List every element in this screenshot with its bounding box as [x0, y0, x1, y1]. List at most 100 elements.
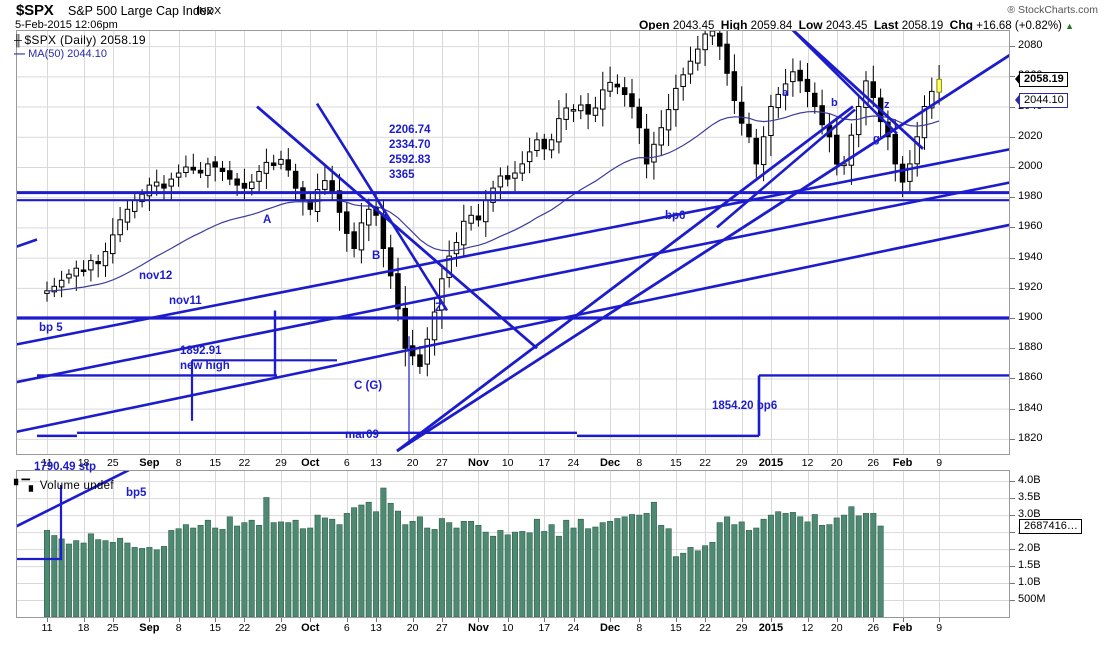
price-x-axis-label: 2015 — [758, 457, 784, 469]
x-tick-mark — [347, 618, 348, 622]
chart-header: $SPX S&P 500 Large Cap Index INDX 5-Feb-… — [0, 0, 1104, 32]
volume-x-axis-label: 18 — [77, 622, 90, 634]
volume-series-label: Volume undef — [39, 480, 114, 492]
annotation-wave-Z: Z — [435, 302, 443, 314]
ma-line-icon: — — [14, 48, 25, 60]
price-x-axis-label: 15 — [209, 457, 222, 469]
quote-summary: Open 2043.45 High 2059.84 Low 2043.45 La… — [639, 18, 1074, 32]
price-tick-mark — [1010, 106, 1015, 108]
volume-x-axis-label: 26 — [867, 622, 880, 634]
annotation-trendline-mar09: mar09 — [345, 429, 379, 441]
volume-axis-label: 1.5B — [1018, 559, 1041, 572]
price-axis-label: 1840 — [1018, 401, 1043, 414]
price-x-axis-label: 15 — [670, 457, 682, 469]
annotation-level-1854-bp6: 1854.20 bp6 — [712, 400, 778, 412]
x-tick-mark — [610, 618, 611, 622]
volume-axis-label: 3.5B — [1018, 491, 1041, 504]
low-label: Low — [798, 18, 823, 32]
price-axis-label: 2000 — [1018, 159, 1043, 172]
volume-x-axis-label: 10 — [501, 622, 514, 634]
volume-x-axis-label: 20 — [406, 622, 419, 634]
price-axis-label: 1820 — [1018, 431, 1043, 444]
volume-x-axis-label: Nov — [468, 622, 489, 634]
ma50-flag: 2044.10 — [1015, 93, 1068, 109]
annotation-wave-A: A — [263, 214, 272, 226]
high-label: High — [720, 18, 748, 32]
volume-x-axis-label: 29 — [735, 622, 748, 634]
price-axis-label: 1900 — [1018, 311, 1043, 324]
annotation-level-bp5-lower: bp5 — [126, 487, 147, 499]
volume-x-axis-label: Sep — [139, 622, 160, 634]
x-tick-mark — [939, 618, 940, 622]
annotation-wave-a: a — [782, 87, 789, 99]
last-price-flag: 2058.19 — [1015, 72, 1068, 88]
x-tick-mark — [705, 618, 706, 622]
x-tick-mark — [84, 618, 85, 622]
symbol-exchange: INDX — [196, 5, 222, 17]
x-tick-mark — [442, 618, 443, 622]
volume-x-axis-label: 12 — [801, 622, 814, 634]
price-tick-mark — [1010, 287, 1015, 289]
volume-axis-label: 3.0B — [1018, 508, 1041, 521]
x-tick-mark — [310, 618, 311, 622]
price-plot — [17, 31, 1009, 454]
open-label: Open — [638, 18, 670, 32]
volume-x-axis-label: 29 — [275, 622, 287, 634]
x-tick-mark — [47, 618, 48, 622]
new-high-text: new high — [180, 360, 230, 372]
chg-value: +16.68 (+0.82%) — [976, 20, 1062, 32]
volume-plot — [17, 471, 1009, 617]
volume-x-axis-label: Dec — [599, 622, 621, 634]
volume-tick-mark — [1010, 498, 1015, 500]
price-axis-label: 1920 — [1018, 280, 1043, 293]
price-x-axis-label: Feb — [892, 457, 913, 469]
volume-tick-mark — [1010, 600, 1015, 602]
price-tick-mark — [1010, 318, 1015, 320]
volume-x-axis-label: 25 — [106, 622, 119, 634]
price-x-axis-label: 17 — [538, 457, 551, 469]
volume-axis-label: 4.0B — [1018, 474, 1041, 487]
price-legend: ╫ $SPX (Daily) 2058.19 — MA(50) 2044.10 — [14, 34, 146, 61]
price-x-axis-label: 24 — [567, 457, 580, 469]
price-x-axis-label: 22 — [238, 457, 251, 469]
price-x-axis-label: 12 — [801, 457, 814, 469]
x-tick-mark — [544, 618, 545, 622]
price-x-axis-label: 10 — [501, 457, 514, 469]
volume-x-axis-label: 8 — [636, 622, 643, 634]
price-tick-mark — [1010, 378, 1015, 380]
price-x-axis-label: 26 — [867, 457, 880, 469]
x-tick-mark — [376, 618, 377, 622]
price-axis-label: 1860 — [1018, 371, 1043, 384]
price-x-axis-label: 29 — [735, 457, 748, 469]
price-tick-mark — [1010, 46, 1015, 48]
last-label: Last — [873, 18, 899, 32]
price-x-axis-label: 20 — [406, 457, 419, 469]
annotation-new-high: 1892.91 new high — [180, 344, 230, 374]
price-tick-mark — [1010, 197, 1015, 199]
x-tick-mark — [413, 618, 414, 622]
volume-chart-pane[interactable] — [16, 470, 1010, 618]
price-tick-mark — [1010, 166, 1015, 168]
price-axis-label: 1960 — [1018, 220, 1043, 233]
price-x-axis-label: 18 — [77, 457, 90, 469]
price-x-axis-label: Sep — [139, 457, 160, 469]
x-tick-mark — [281, 618, 282, 622]
price-axis-label: 2020 — [1018, 129, 1043, 142]
ma-series-label: MA(50) 2044.10 — [28, 48, 107, 60]
price-x-axis-label: 6 — [343, 457, 350, 469]
x-tick-mark — [742, 618, 743, 622]
volume-legend: ▘▔▖ Volume undef — [14, 480, 114, 493]
price-x-axis-label: 29 — [275, 457, 287, 469]
price-chart-pane[interactable] — [16, 30, 1010, 455]
annotation-trendline-nov12: nov12 — [139, 270, 173, 282]
volume-x-axis-label: 22 — [238, 622, 251, 634]
volume-tick-mark — [1010, 583, 1015, 585]
chg-label: Chg — [949, 18, 973, 32]
annotation-wave-C-G: C (G) — [354, 380, 383, 392]
volume-x-axis-label: 17 — [538, 622, 551, 634]
chg-up-arrow: ▲ — [1065, 21, 1074, 31]
x-tick-mark — [771, 618, 772, 622]
stockcharts-credit: ® StockCharts.com — [1007, 4, 1098, 16]
price-x-axis-label: 13 — [370, 457, 382, 469]
volume-axis-label: 2.0B — [1018, 542, 1041, 555]
